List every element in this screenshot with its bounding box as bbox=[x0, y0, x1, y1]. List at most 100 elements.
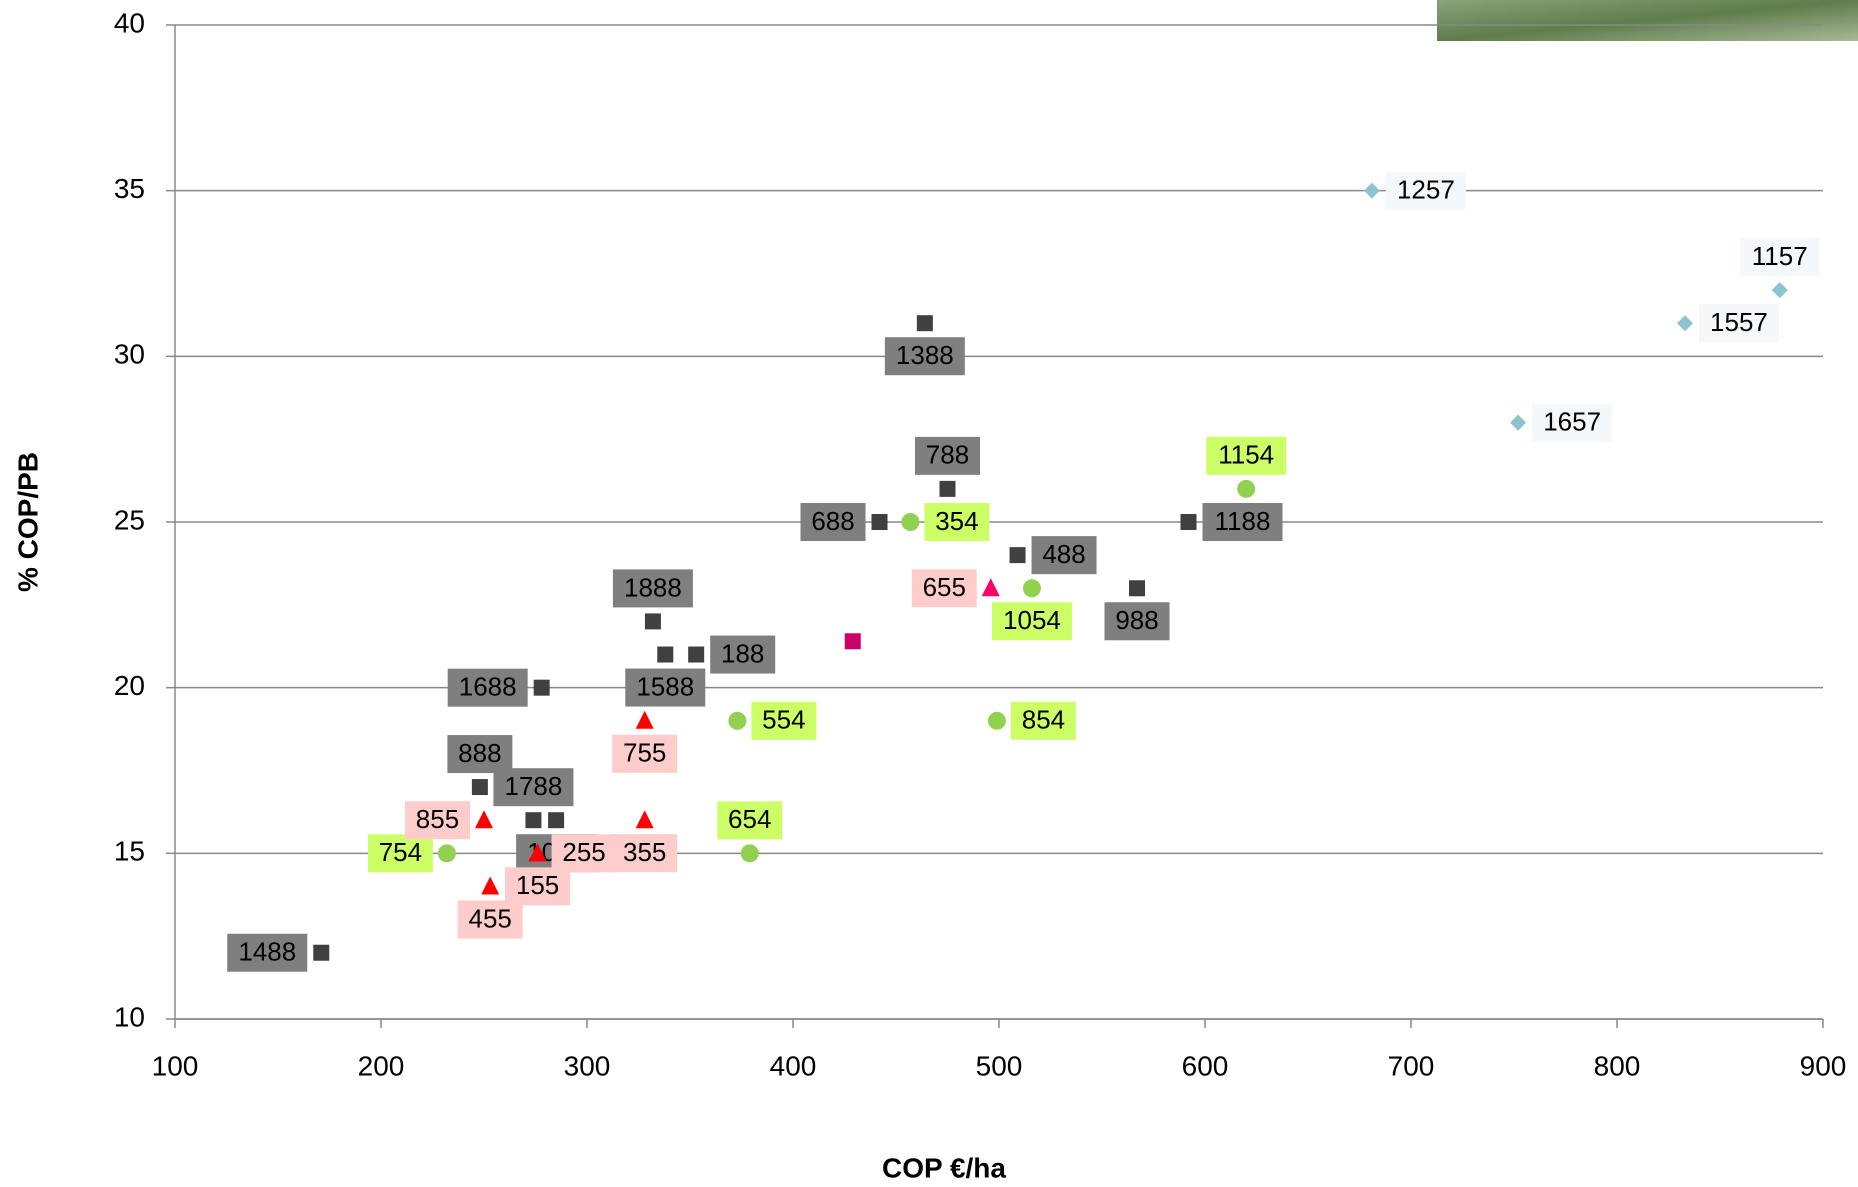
x-tick-label: 900 bbox=[1800, 1050, 1847, 1081]
label-box bbox=[612, 569, 693, 608]
data-label: 888 bbox=[458, 738, 501, 768]
point bbox=[1363, 182, 1380, 199]
data-label: 988 bbox=[1115, 605, 1158, 635]
data-label: 855 bbox=[416, 804, 459, 834]
data-label: 188 bbox=[721, 638, 764, 668]
x-tick-label: 200 bbox=[358, 1050, 405, 1081]
label-box bbox=[227, 933, 308, 972]
label-box bbox=[751, 701, 817, 740]
label-box bbox=[915, 436, 980, 475]
label-box bbox=[367, 834, 433, 873]
point bbox=[481, 876, 500, 895]
y-axis-label: % COP/PB bbox=[12, 452, 43, 592]
point bbox=[437, 844, 456, 863]
point bbox=[901, 513, 920, 531]
point bbox=[871, 514, 888, 530]
data-label: 654 bbox=[728, 804, 771, 834]
data-label: 1688 bbox=[459, 672, 517, 702]
point bbox=[1022, 579, 1041, 598]
y-tick-label: 15 bbox=[114, 836, 145, 867]
point bbox=[1180, 514, 1197, 530]
label-box bbox=[924, 503, 990, 541]
x-tick-label: 500 bbox=[976, 1050, 1023, 1081]
data-label: 554 bbox=[762, 705, 805, 735]
point bbox=[981, 578, 1000, 597]
point bbox=[728, 711, 747, 730]
label-box bbox=[991, 602, 1072, 641]
x-tick-label: 400 bbox=[770, 1050, 817, 1081]
point bbox=[533, 679, 550, 696]
point bbox=[1771, 282, 1788, 299]
data-label: 788 bbox=[926, 440, 969, 470]
point bbox=[740, 844, 759, 863]
data-label: 255 bbox=[562, 837, 605, 867]
label-box bbox=[710, 635, 776, 674]
point bbox=[1676, 315, 1693, 332]
point bbox=[657, 646, 674, 663]
label-box bbox=[405, 801, 470, 840]
label-box bbox=[457, 900, 523, 939]
label-box bbox=[493, 768, 574, 807]
label-box bbox=[612, 734, 678, 773]
data-label: 1788 bbox=[505, 771, 563, 801]
label-box bbox=[1739, 238, 1820, 277]
x-tick-label: 300 bbox=[564, 1050, 611, 1081]
label-box bbox=[1104, 602, 1170, 641]
x-tick-label: 600 bbox=[1182, 1050, 1229, 1081]
data-label: 655 bbox=[923, 572, 966, 602]
y-tick-label: 20 bbox=[114, 670, 145, 701]
x-axis-label: COP €/ha bbox=[882, 1152, 1006, 1183]
label-box bbox=[551, 834, 617, 873]
point bbox=[548, 812, 565, 829]
label-box bbox=[800, 503, 866, 541]
label-box bbox=[1206, 436, 1287, 475]
point bbox=[1009, 547, 1026, 564]
data-label: 755 bbox=[623, 738, 666, 768]
y-tick-label: 10 bbox=[114, 1001, 145, 1032]
data-label: 1488 bbox=[238, 937, 296, 967]
point bbox=[987, 711, 1006, 730]
y-tick-label: 35 bbox=[114, 173, 145, 204]
point bbox=[525, 812, 542, 829]
data-label: 1557 bbox=[1710, 307, 1768, 337]
data-label: 355 bbox=[623, 837, 666, 867]
label-box bbox=[911, 569, 977, 608]
data-label: 488 bbox=[1042, 539, 1085, 569]
point bbox=[1237, 479, 1256, 498]
data-label: 155 bbox=[516, 870, 559, 900]
point bbox=[1510, 414, 1527, 431]
y-tick-label: 30 bbox=[114, 339, 145, 370]
y-tick-label: 40 bbox=[114, 7, 145, 38]
data-label: 1188 bbox=[1215, 506, 1271, 536]
label-box bbox=[884, 337, 965, 376]
data-label: 1157 bbox=[1752, 241, 1808, 271]
data-label: 1257 bbox=[1397, 175, 1455, 205]
point bbox=[688, 646, 705, 663]
data-label: 1657 bbox=[1543, 406, 1601, 436]
label-box bbox=[717, 801, 783, 840]
label-box bbox=[1532, 403, 1613, 442]
data-label: 455 bbox=[468, 903, 511, 933]
point bbox=[313, 944, 330, 961]
point bbox=[644, 613, 661, 630]
x-tick-label: 700 bbox=[1388, 1050, 1435, 1081]
label-box bbox=[612, 834, 678, 873]
label-box bbox=[1385, 171, 1466, 210]
point bbox=[844, 633, 861, 650]
label-box bbox=[505, 867, 571, 906]
data-label: 688 bbox=[811, 506, 854, 536]
point bbox=[916, 315, 933, 332]
data-label: 1154 bbox=[1218, 440, 1274, 470]
data-label: 754 bbox=[379, 837, 422, 867]
data-label: 1388 bbox=[896, 340, 954, 370]
point bbox=[528, 843, 547, 862]
x-tick-label: 100 bbox=[152, 1050, 199, 1081]
label-box bbox=[447, 735, 513, 774]
label-box bbox=[447, 668, 528, 707]
point bbox=[635, 710, 654, 729]
point bbox=[475, 810, 493, 829]
x-tick-label: 800 bbox=[1594, 1050, 1641, 1081]
data-label: 1054 bbox=[1003, 605, 1061, 635]
